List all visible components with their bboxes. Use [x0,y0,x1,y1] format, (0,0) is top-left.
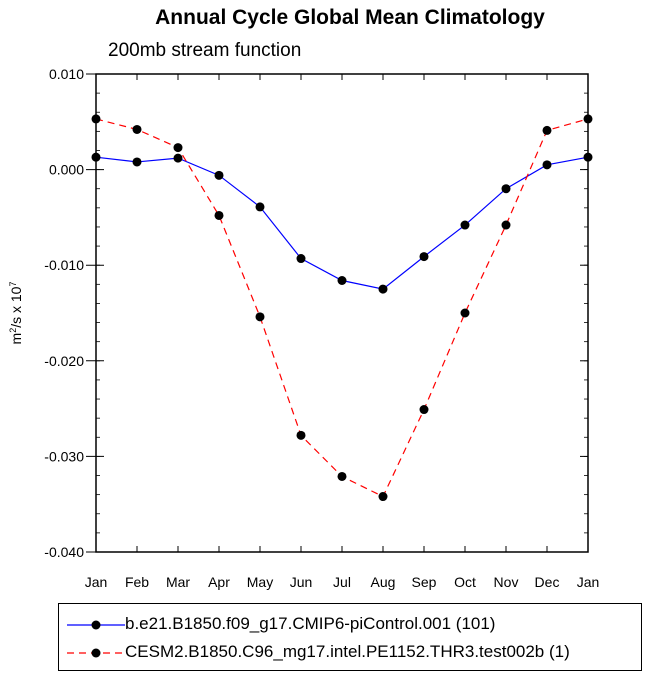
data-point [419,252,429,262]
data-point [501,184,511,194]
data-point [378,492,388,502]
y-tick-label: -0.040 [44,544,84,560]
legend: b.e21.B1850.f09_g17.CMIP6-piControl.001 … [58,603,642,671]
data-point [501,220,511,230]
data-point [378,284,388,294]
y-tick-label: -0.030 [44,448,84,464]
data-point [132,124,142,134]
legend-swatch-series-2 [67,648,125,658]
data-point [132,157,142,167]
chart-title: Annual Cycle Global Mean Climatology [155,6,545,29]
y-tick-label: 0.010 [49,66,84,82]
data-point [337,471,347,481]
data-point [337,275,347,285]
series-line-1 [95,156,589,290]
x-tick-label: Jan [85,574,108,590]
data-point [214,170,224,180]
data-point [296,254,306,264]
y-tick-label: -0.010 [44,257,84,273]
data-point [542,125,552,135]
legend-swatch-series-1 [67,620,125,630]
x-tick-label: Mar [166,574,190,590]
legend-item-series-1: b.e21.B1850.f09_g17.CMIP6-piControl.001 … [59,612,641,638]
x-tick-label: Nov [494,574,519,590]
series-layer [91,114,593,502]
legend-label-series-1: b.e21.B1850.f09_g17.CMIP6-piControl.001 … [125,614,496,633]
data-point [255,312,265,322]
x-tick-label: Oct [454,574,476,590]
chart-canvas: Jan Feb Mar Apr May Jun Jul Aug Sep Oct Nov Dec Jan … [8,66,600,590]
x-tick-label: May [247,574,273,590]
data-point [542,160,552,170]
legend-item-series-2: CESM2.B1850.C96_mg17.intel.PE1152.THR3.t… [59,640,641,666]
legend-label-series-2: CESM2.B1850.C96_mg17.intel.PE1152.THR3.t… [125,642,570,661]
series-2 [91,114,593,502]
x-tick-label: Feb [125,574,149,590]
data-point [173,143,183,153]
data-point [460,308,470,318]
x-tick-label: Jul [333,574,351,590]
x-tick-labels: Jan Feb Mar Apr May Jun Jul Aug Sep Oct Nov Dec Jan [85,574,600,590]
y-tick-label: -0.020 [44,353,84,369]
x-tick-label: Aug [371,574,396,590]
y-tick-label: 0.000 [49,162,84,178]
data-point [296,430,306,440]
x-tick-label: Dec [535,574,560,590]
axis-ticks [86,73,589,553]
series-1 [91,152,593,294]
data-point [460,220,470,230]
chart-subtitle: 200mb stream function [108,40,302,61]
plot-frame [95,73,589,553]
x-tick-label: Jan [577,574,600,590]
series-line-2 [95,118,589,498]
x-tick-label: Sep [412,574,437,590]
x-tick-label: Jun [290,574,313,590]
data-point [214,210,224,220]
data-point [255,202,265,212]
x-tick-label: Apr [208,574,230,590]
y-tick-labels: 0.010 0.000 -0.010 -0.020 -0.030 -0.040 [44,66,84,560]
y-axis-label: m2/s x 107 [8,282,24,345]
data-point [419,405,429,415]
data-point [173,153,183,163]
